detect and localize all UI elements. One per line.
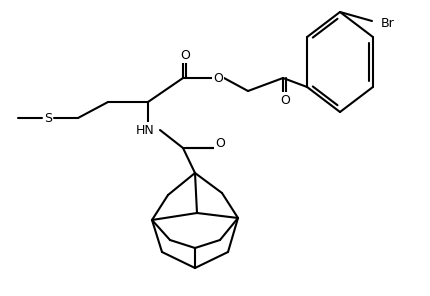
- Text: HN: HN: [135, 123, 154, 136]
- Text: O: O: [280, 94, 290, 107]
- Text: Br: Br: [381, 17, 395, 30]
- Text: O: O: [180, 49, 190, 62]
- Text: S: S: [44, 112, 52, 125]
- Text: O: O: [215, 136, 225, 149]
- Text: O: O: [213, 72, 223, 84]
